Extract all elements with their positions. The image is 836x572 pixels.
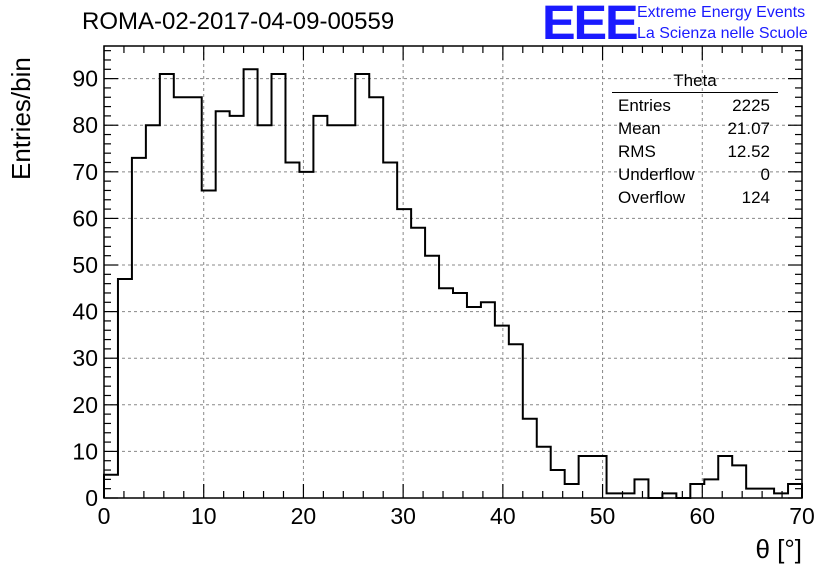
histogram-bin bbox=[411, 228, 425, 498]
y-tick-label: 40 bbox=[72, 299, 98, 325]
histogram-bin bbox=[565, 484, 579, 498]
stats-row-overflow: Overflow 124 bbox=[612, 187, 778, 210]
histogram-bin bbox=[425, 256, 439, 498]
grid-lines bbox=[104, 46, 802, 498]
histogram-bin bbox=[509, 344, 523, 498]
y-tick-label: 70 bbox=[72, 159, 98, 185]
x-axis-label: θ [°] bbox=[755, 534, 802, 564]
histogram-bin bbox=[383, 162, 397, 498]
x-tick-label: 0 bbox=[98, 503, 111, 529]
x-tick-label: 20 bbox=[291, 503, 317, 529]
histogram-bin bbox=[746, 489, 760, 498]
logo-line-1: Extreme Energy Events bbox=[637, 4, 806, 21]
histogram-bin bbox=[537, 447, 551, 498]
y-tick-label: 0 bbox=[85, 485, 98, 511]
histogram-bin bbox=[495, 326, 509, 498]
stats-row-rms: RMS 12.52 bbox=[612, 141, 778, 164]
stats-label: RMS bbox=[618, 142, 656, 161]
y-tick-label: 90 bbox=[72, 66, 98, 92]
histogram-bin bbox=[132, 158, 146, 498]
stats-value: 21.07 bbox=[727, 119, 770, 138]
stats-label: Mean bbox=[618, 119, 661, 138]
stats-title: Theta bbox=[612, 70, 778, 93]
stats-label: Entries bbox=[618, 96, 671, 115]
histogram-bin bbox=[788, 484, 802, 498]
stats-value: 0 bbox=[760, 165, 770, 184]
stats-row-entries: Entries 2225 bbox=[612, 95, 778, 118]
histogram-bin bbox=[285, 162, 299, 498]
histogram-bin bbox=[523, 419, 537, 498]
histogram-bin bbox=[704, 479, 718, 498]
histogram-bin bbox=[272, 74, 286, 498]
plot-frame bbox=[103, 45, 803, 499]
stats-value: 124 bbox=[741, 188, 770, 207]
histogram-bin bbox=[732, 465, 746, 498]
histogram-bin bbox=[369, 97, 383, 498]
histogram-bin bbox=[244, 69, 258, 498]
histogram-bin bbox=[299, 172, 313, 498]
stats-row-mean: Mean 21.07 bbox=[612, 118, 778, 141]
histogram-bin bbox=[593, 456, 607, 498]
y-tick-label: 20 bbox=[72, 392, 98, 418]
histogram-bin bbox=[355, 74, 369, 498]
y-tick-label: 50 bbox=[72, 252, 98, 278]
x-tick-label: 70 bbox=[789, 503, 815, 529]
y-tick-label: 10 bbox=[72, 438, 98, 464]
stats-value: 12.52 bbox=[727, 142, 770, 161]
histogram-bin bbox=[313, 116, 327, 498]
x-tick-label: 30 bbox=[390, 503, 416, 529]
histogram-bin bbox=[718, 456, 732, 498]
stats-row-underflow: Underflow 0 bbox=[612, 164, 778, 187]
histogram-bin bbox=[160, 74, 174, 498]
axis-ticks bbox=[103, 46, 803, 499]
tick-labels: 0 10 20 30 40 50 60 70 0 10 20 30 40 50 60 70 80 90 bbox=[72, 66, 814, 529]
histogram-bin bbox=[104, 475, 118, 498]
histogram-bin bbox=[467, 307, 481, 498]
histogram-bin bbox=[634, 479, 648, 498]
histogram-bin bbox=[230, 116, 244, 498]
histogram-bin bbox=[453, 293, 467, 498]
histogram-bin bbox=[174, 97, 188, 498]
histogram-bin bbox=[341, 125, 355, 498]
stats-box: Theta Entries 2225 Mean 21.07 RMS 12.52 … bbox=[612, 70, 778, 210]
logo-line-2: La Scienza nelle Scuole bbox=[637, 25, 808, 42]
stats-label: Underflow bbox=[618, 165, 695, 184]
stats-label: Overflow bbox=[618, 188, 686, 207]
histogram-bin bbox=[216, 111, 230, 498]
x-tick-label: 10 bbox=[191, 503, 217, 529]
histogram-bin bbox=[188, 97, 202, 498]
y-tick-label: 60 bbox=[72, 205, 98, 231]
stats-value: 2225 bbox=[732, 96, 770, 115]
histogram-bin bbox=[397, 209, 411, 498]
y-tick-label: 80 bbox=[72, 112, 98, 138]
chart-title: ROMA-02-2017-04-09-00559 bbox=[82, 8, 395, 35]
histogram-bin bbox=[258, 125, 272, 498]
histogram-bin bbox=[579, 456, 593, 498]
x-tick-label: 50 bbox=[590, 503, 616, 529]
histogram-bin bbox=[439, 288, 453, 498]
x-tick-label: 60 bbox=[689, 503, 715, 529]
y-axis-label: Entries/bin bbox=[6, 57, 36, 180]
y-tick-label: 30 bbox=[72, 345, 98, 371]
histogram-bin bbox=[481, 302, 495, 498]
x-tick-label: 40 bbox=[490, 503, 516, 529]
plot-border bbox=[103, 45, 803, 499]
eee-logo: EEE bbox=[542, 0, 639, 50]
